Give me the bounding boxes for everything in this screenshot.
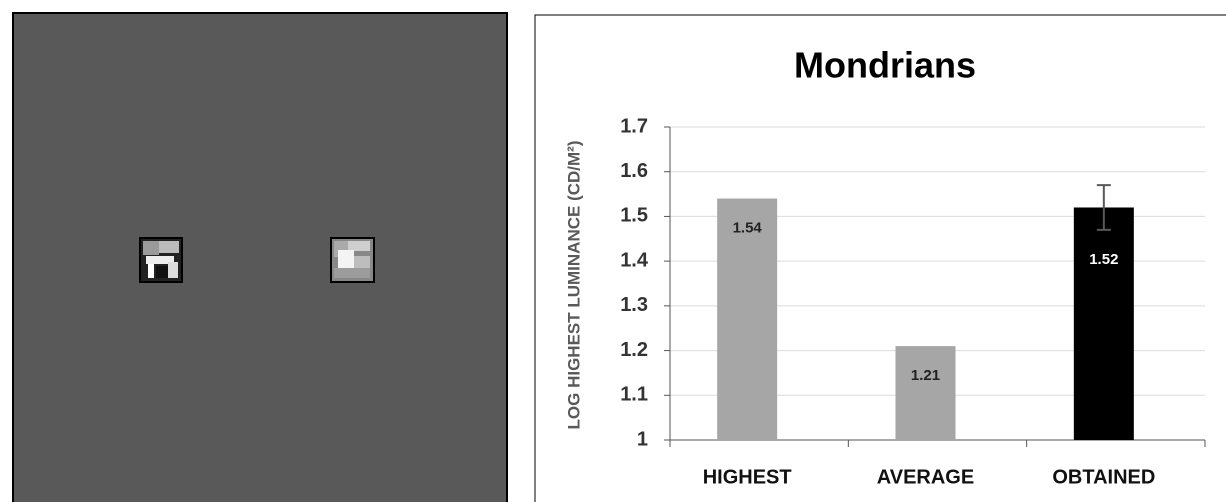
patch [354,256,370,268]
y-tick-label: 1.6 [620,160,648,182]
y-tick-label: 1.1 [620,384,648,406]
y-tick-label: 1.2 [620,339,648,361]
patch [148,264,154,278]
stimulus-panel [12,12,508,502]
mondrian-left [139,237,183,283]
value-label: 1.54 [733,220,763,237]
patch [146,256,174,264]
patch [143,241,159,255]
patch [159,241,179,253]
patch [348,241,370,251]
x-tick-label: AVERAGE [877,466,974,488]
chart-title: Mondrians [794,45,976,86]
y-axis-label: LOG HIGHEST LUMINANCE (CD/M²) [564,141,583,430]
patch [156,266,168,278]
y-tick-label: 1.5 [620,205,648,227]
x-tick-label: OBTAINED [1052,466,1155,488]
value-label: 1.21 [911,367,940,384]
y-tick-label: 1.7 [620,115,648,137]
bar [895,346,956,440]
bar [717,198,778,440]
x-tick-label: HIGHEST [703,466,792,488]
patch [338,250,354,268]
patch [168,262,178,278]
patch [334,268,370,278]
bar [1073,207,1134,440]
mondrian-right [330,237,375,283]
y-tick-label: 1.3 [620,294,648,316]
y-tick-label: 1.4 [620,249,649,271]
value-label: 1.52 [1089,251,1118,268]
y-tick-label: 1 [637,428,648,450]
